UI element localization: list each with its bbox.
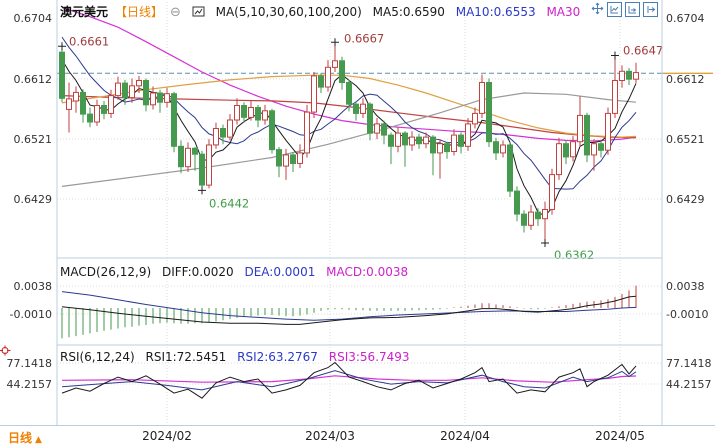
- ma-group-label: MA(5,10,30,60,100,200): [215, 5, 362, 19]
- symbol-name: 澳元美元: [60, 5, 109, 19]
- macd-value: MACD:0.0038: [326, 265, 409, 279]
- svg-text:0.6521: 0.6521: [666, 133, 705, 146]
- svg-text:0.6429: 0.6429: [666, 193, 705, 206]
- period-selector[interactable]: 日线 ▲: [8, 429, 42, 446]
- chart-type-icon[interactable]: [192, 5, 205, 21]
- rsi3-value: RSI3:56.7493: [328, 350, 410, 364]
- time-axis-bar: 日线 ▲ 2024/02 2024/03 2024/04 2024/05: [0, 425, 715, 446]
- svg-text:-0.0010: -0.0010: [10, 308, 52, 321]
- macd-dea-value: DEA:0.0001: [244, 265, 316, 279]
- svg-text:77.1418: 77.1418: [7, 357, 53, 370]
- svg-text:0.6362: 0.6362: [554, 248, 594, 262]
- svg-text:0.6647: 0.6647: [623, 44, 663, 58]
- move-panel-left-icon[interactable]: [625, 2, 640, 17]
- svg-text:0.0038: 0.0038: [14, 280, 53, 293]
- indicator-window-icon[interactable]: [607, 2, 622, 17]
- svg-text:0.6661: 0.6661: [69, 34, 109, 48]
- hotspot-marker-icon[interactable]: [0, 341, 11, 360]
- svg-text:-0.0010: -0.0010: [666, 308, 708, 321]
- svg-text:44.2157: 44.2157: [666, 378, 712, 391]
- rsi1-value: RSI1:72.5451: [145, 350, 227, 364]
- svg-text:0.6612: 0.6612: [14, 73, 53, 86]
- svg-text:0.6521: 0.6521: [14, 133, 53, 146]
- chart-toolbar: [591, 2, 658, 17]
- svg-text:0.6429: 0.6429: [14, 193, 53, 206]
- x-axis-label: 2024/03: [305, 429, 355, 443]
- svg-text:0.6442: 0.6442: [209, 196, 249, 210]
- svg-text:44.2157: 44.2157: [7, 378, 53, 391]
- svg-text:0.6704: 0.6704: [666, 12, 705, 25]
- svg-text:77.1418: 77.1418: [666, 357, 712, 370]
- macd-name: MACD(26,12,9): [60, 265, 152, 279]
- ma5-value: MA5:0.6590: [372, 5, 445, 19]
- main-chart-header: 澳元美元 【日线】 ⊖ MA(5,10,30,60,100,200) MA5:0.6…: [60, 3, 587, 21]
- macd-header: MACD(26,12,9) DIFF:0.0020 DEA:0.0001 MAC…: [60, 265, 415, 279]
- period-tag: 【日线】: [115, 5, 164, 19]
- svg-text:0.6667: 0.6667: [344, 31, 384, 45]
- svg-text:0.6704: 0.6704: [14, 12, 53, 25]
- rsi-header: RSI(6,12,24) RSI1:72.5451 RSI2:63.2767 R…: [60, 350, 417, 364]
- macd-diff-value: DIFF:0.0020: [161, 265, 234, 279]
- triangle-up-icon: ▲: [35, 435, 42, 445]
- rsi-name: RSI(6,12,24): [60, 350, 135, 364]
- period-label: 日线: [8, 431, 33, 445]
- x-axis-label: 2024/05: [595, 429, 645, 443]
- svg-text:0.0038: 0.0038: [666, 280, 705, 293]
- ma30-value: MA30: [546, 5, 581, 19]
- x-axis-label: 2024/04: [440, 429, 490, 443]
- crosshair-pan-icon[interactable]: [591, 2, 604, 15]
- move-panel-right-icon[interactable]: [643, 2, 658, 17]
- x-axis-label: 2024/02: [142, 429, 192, 443]
- rsi2-value: RSI2:63.2767: [237, 350, 318, 364]
- collapse-indicator-icon[interactable]: ⊖: [170, 5, 181, 20]
- ma10-value: MA10:0.6553: [455, 5, 536, 19]
- svg-text:0.6612: 0.6612: [666, 73, 705, 86]
